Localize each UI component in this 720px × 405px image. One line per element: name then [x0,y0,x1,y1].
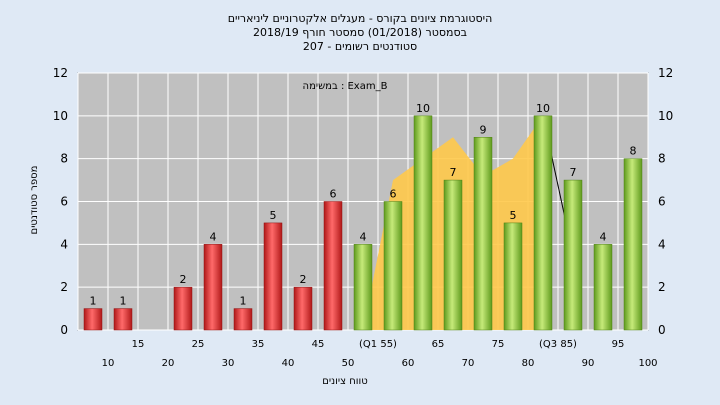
data-label: 10 [536,102,550,115]
data-label: 2 [300,273,307,286]
x-tick-label: 10 [102,358,115,369]
bar [353,244,373,331]
y-axis-right: 0 2 4 6 8 10 12 [658,66,673,337]
bar-series [83,115,643,331]
x-tick-label: 40 [282,358,295,369]
bar [293,286,313,331]
data-labels: 1 1 2 4 1 5 2 6 4 6 10 7 9 5 10 7 4 8 [90,102,637,308]
y-tick-label: 8 [60,152,68,166]
data-label: 1 [90,295,97,308]
bar [233,308,253,331]
y-axis-left: 0 2 4 6 8 10 12 [53,66,68,337]
x-tick-label: 15 [132,339,145,350]
x-tick-label: 60 [402,358,415,369]
x-tick-label: 90 [582,358,595,369]
y-tick-label: 10 [53,109,68,123]
y-tick-label: 12 [658,66,673,80]
chart-title-line-2: בסמסטר (01/2018) סמסטר חורף 2018/19 [253,26,467,39]
bar [563,179,583,331]
x-tick-label: 50 [342,358,355,369]
data-label: 7 [570,166,577,179]
y-tick-label: 12 [53,66,68,80]
bar [533,115,553,331]
x-tick-label: 20 [162,358,175,369]
y-tick-label: 2 [60,280,68,294]
bar [83,308,103,331]
data-label: 5 [270,209,277,222]
y-axis-title: מספר סטודנטים [29,166,40,235]
data-label: 8 [630,145,637,158]
x-tick-label: (Q1 55) [359,339,397,350]
data-label: 10 [416,102,430,115]
grid-lines [77,72,649,331]
bar [203,244,223,331]
bar [383,201,403,331]
x-tick-label: 45 [312,339,325,350]
chart-title: היסטוגרמת ציונים בקורס - מעגלים אלקטרוני… [228,12,493,53]
data-label: 1 [240,295,247,308]
x-tick-label: 25 [192,339,205,350]
x-tick-label: 35 [252,339,265,350]
y-tick-label: 0 [60,323,68,337]
data-label: 4 [360,230,367,243]
data-label: 1 [120,295,127,308]
y-tick-label: 4 [658,237,666,251]
x-axis: 10 15 20 25 30 35 40 45 50 (Q1 55) 60 65 70 75 80 (Q3 8… [102,339,658,369]
data-label: 4 [600,230,607,243]
x-tick-label: 80 [522,358,535,369]
y-tick-label: 4 [60,237,68,251]
data-label: 6 [330,188,337,201]
data-label: 6 [390,188,397,201]
data-label: 4 [210,230,217,243]
bar [443,179,463,331]
bar [503,222,523,331]
data-label: 2 [180,273,187,286]
bar [173,286,193,331]
chart-title-line-3: סטודנטים רשומים - 207 [303,40,417,53]
bar [473,137,493,331]
y-tick-label: 10 [658,109,673,123]
y-tick-label: 2 [658,280,666,294]
bar [323,201,343,331]
x-tick-label: 65 [432,339,445,350]
bar [593,244,613,331]
bar [413,115,433,331]
y-tick-label: 6 [658,195,666,209]
x-axis-title: טווח ציונים [322,376,367,387]
data-label: 9 [480,123,487,136]
x-tick-label: 30 [222,358,235,369]
y-tick-label: 6 [60,195,68,209]
data-label: 5 [510,209,517,222]
y-tick-label: 8 [658,152,666,166]
bar [623,158,643,331]
x-tick-label: 95 [612,339,625,350]
x-tick-label: 75 [492,339,505,350]
data-label: 7 [450,166,457,179]
x-axis-title: במשימה : Exam_B [303,81,388,92]
chart-title-line-1: היסטוגרמת ציונים בקורס - מעגלים אלקטרוני… [228,12,493,25]
bar [263,222,283,331]
x-tick-label: (Q3 85) [539,339,577,350]
x-tick-label: 100 [638,358,657,369]
x-tick-label: 70 [462,358,475,369]
y-tick-label: 0 [658,323,666,337]
bar [113,308,133,331]
